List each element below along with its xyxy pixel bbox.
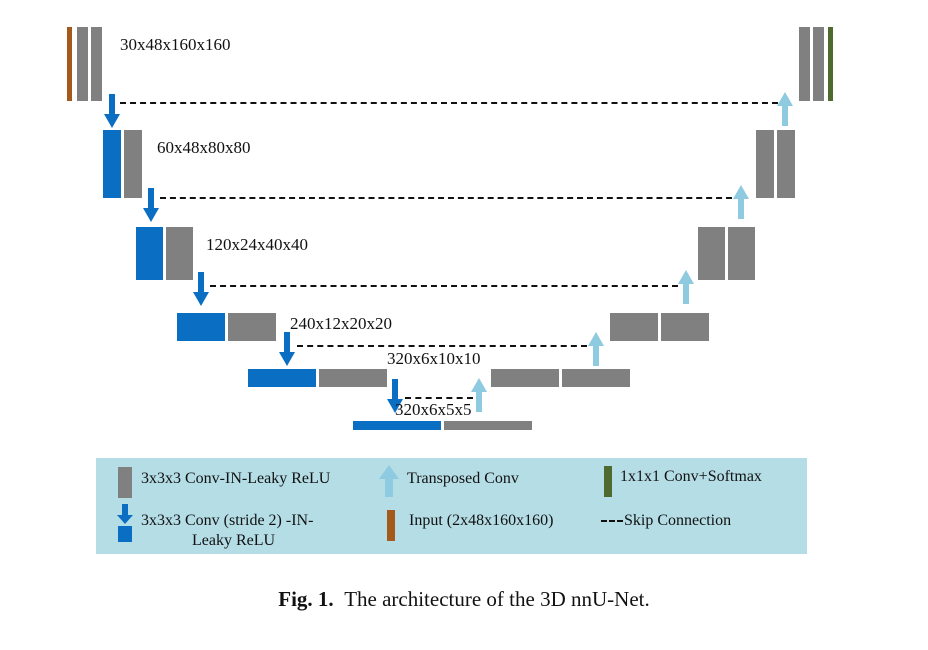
- legend-transposed-label: Transposed Conv: [407, 470, 519, 487]
- transposed-conv-arrow-icon: [588, 332, 604, 366]
- downsample-arrow-icon: [104, 94, 120, 128]
- level2-shape-label: 60x48x80x80: [157, 138, 251, 157]
- caption-text: The architecture of the 3D nnU-Net.: [344, 587, 650, 611]
- legend-conv-swatch: [118, 467, 132, 498]
- conv-block: [562, 369, 630, 387]
- softmax-block: [828, 27, 833, 101]
- conv-block: [799, 27, 810, 101]
- conv-block: [698, 227, 725, 280]
- skip-connection: [160, 197, 732, 199]
- conv-block: [661, 313, 709, 341]
- level3-shape-label: 120x24x40x40: [206, 235, 308, 254]
- legend-strided-label-line2: Leaky ReLU: [192, 532, 276, 549]
- transposed-conv-arrow-icon: [733, 185, 749, 219]
- conv-block: [91, 27, 102, 101]
- conv-block: [228, 313, 276, 341]
- strided-conv-block: [136, 227, 163, 280]
- legend-strided-label-line1: 3x3x3 Conv (stride 2) -IN-: [141, 512, 314, 529]
- skip-connection: [297, 345, 587, 347]
- legend-skip-swatch: [601, 520, 623, 522]
- downsample-arrow-icon: [193, 272, 209, 306]
- transposed-conv-arrow-icon: [678, 270, 694, 304]
- transposed-conv-arrow-icon: [777, 92, 793, 126]
- bottleneck-shape-label: 320x6x5x5: [395, 400, 472, 419]
- level1-shape-label: 30x48x160x160: [120, 35, 231, 54]
- legend-strided-swatch: [118, 526, 132, 542]
- downsample-arrow-icon: [143, 188, 159, 222]
- legend-softmax-label: 1x1x1 Conv+Softmax: [620, 468, 762, 485]
- caption-prefix: Fig. 1.: [278, 587, 334, 611]
- level5-shape-label: 320x6x10x10: [387, 349, 481, 368]
- strided-conv-block: [103, 130, 121, 198]
- figure-caption: Fig. 1. The architecture of the 3D nnU-N…: [0, 587, 928, 612]
- conv-block: [610, 313, 658, 341]
- skip-connection: [405, 397, 473, 399]
- conv-block: [319, 369, 387, 387]
- downsample-arrow-icon: [279, 332, 295, 366]
- legend-input-label: Input (2x48x160x160): [409, 512, 554, 529]
- strided-conv-block: [353, 421, 441, 430]
- legend-conv-label: 3x3x3 Conv-IN-Leaky ReLU: [141, 470, 331, 487]
- conv-block: [777, 130, 795, 198]
- downsample-arrow-icon: [387, 379, 403, 413]
- transposed-conv-arrow-icon: [471, 378, 487, 412]
- skip-connection: [210, 285, 678, 287]
- conv-block: [166, 227, 193, 280]
- transposed-conv-arrow-icon: [379, 465, 399, 497]
- conv-block: [728, 227, 755, 280]
- conv-block: [756, 130, 774, 198]
- legend-input-swatch: [387, 510, 395, 541]
- conv-block: [491, 369, 559, 387]
- conv-block: [124, 130, 142, 198]
- skip-connection: [120, 102, 778, 104]
- conv-block: [77, 27, 88, 101]
- conv-block: [813, 27, 824, 101]
- input-block: [67, 27, 72, 101]
- level4-shape-label: 240x12x20x20: [290, 314, 392, 333]
- conv-block: [444, 421, 532, 430]
- legend: 3x3x3 Conv-IN-Leaky ReLU Transposed Conv…: [96, 458, 807, 554]
- strided-conv-block: [177, 313, 225, 341]
- legend-skip-label: Skip Connection: [624, 512, 732, 529]
- downsample-arrow-icon: [117, 504, 133, 524]
- legend-softmax-swatch: [604, 466, 612, 497]
- strided-conv-block: [248, 369, 316, 387]
